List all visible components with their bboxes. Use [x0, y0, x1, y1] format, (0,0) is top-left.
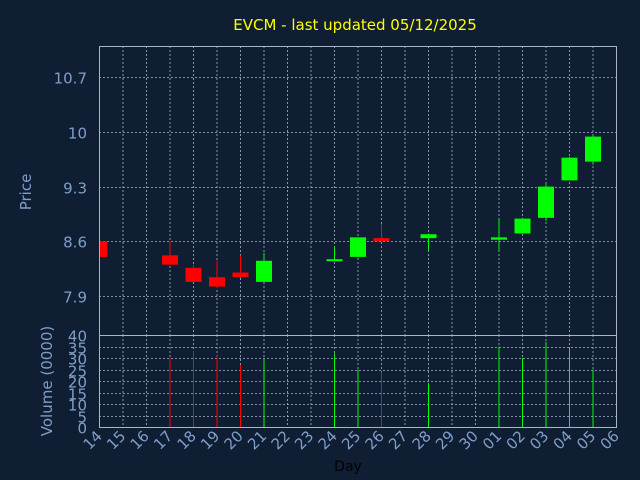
- candle-body: [373, 238, 390, 242]
- volume-tick-label: 20: [68, 374, 87, 392]
- candle-body: [514, 218, 531, 234]
- price-tick-label: 9.3: [63, 180, 87, 198]
- volume-axis-label: Volume (0000): [38, 326, 56, 436]
- candle-body: [185, 267, 202, 282]
- chart-title: EVCM - last updated 05/12/2025: [233, 16, 477, 34]
- price-axis-label: Price: [17, 174, 35, 211]
- candle-body: [420, 234, 437, 239]
- price-tick-label: 10.7: [54, 70, 87, 88]
- price-tick-label: 7.9: [63, 289, 87, 307]
- volume-tick-label: 5: [77, 409, 87, 427]
- volume-panel-frame: [99, 335, 617, 428]
- candle-body: [561, 157, 578, 181]
- volume-tick-label: 25: [68, 363, 87, 381]
- candle-body: [209, 277, 225, 287]
- candle-body: [491, 237, 507, 240]
- volume-tick-label: 35: [68, 340, 87, 358]
- candle-body: [232, 272, 249, 278]
- volume-tick-label: 10: [68, 397, 87, 415]
- price-tick-label: 8.6: [63, 234, 87, 252]
- candle-body: [326, 259, 343, 262]
- candle-layer: [99, 135, 601, 289]
- candle-body: [99, 241, 108, 257]
- candle-body: [538, 186, 554, 218]
- price-tick-label: 10: [68, 125, 87, 143]
- volume-tick-label: 30: [68, 351, 87, 369]
- candle-body: [162, 255, 178, 265]
- volume-tick-label: 0: [77, 420, 87, 438]
- candle-body: [585, 136, 601, 162]
- volume-tick-label: 40: [68, 328, 87, 346]
- x-axis-label: Day: [334, 459, 362, 475]
- volume-tick-label: 15: [68, 386, 87, 404]
- volume-layer: [169, 341, 594, 427]
- candle-body: [350, 237, 366, 257]
- candle-body: [256, 260, 272, 282]
